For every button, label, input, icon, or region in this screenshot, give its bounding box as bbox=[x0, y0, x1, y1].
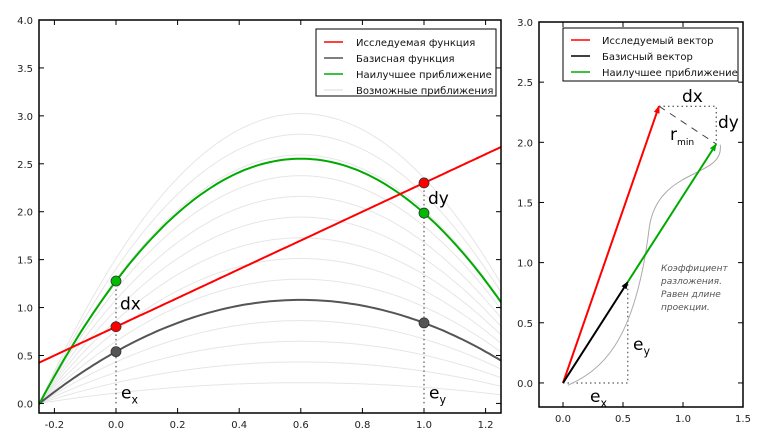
y-tick-label: 1.0 bbox=[17, 304, 33, 315]
legend-frame bbox=[315, 28, 497, 97]
annotation-ex-right: ex bbox=[590, 387, 607, 410]
y-tick-label: 2.0 bbox=[17, 208, 33, 219]
y-tick-label: 3.5 bbox=[17, 64, 33, 75]
data-point bbox=[418, 207, 430, 219]
legend-label: Наилучшее приближение bbox=[602, 68, 738, 79]
data-point bbox=[418, 317, 430, 329]
coefficient-brace bbox=[567, 144, 721, 386]
legend-left: Исследуемая функция Базисная функция Наилу… bbox=[315, 28, 497, 97]
rmin-dashed-line bbox=[658, 105, 717, 145]
annotation-ex-sub: x bbox=[131, 394, 138, 407]
legend-label: Наилучшее приближение bbox=[356, 70, 492, 81]
data-point bbox=[418, 177, 430, 189]
possible-approximation-curve bbox=[39, 113, 501, 405]
x-tick-label: 0.6 bbox=[293, 420, 309, 431]
x-tick-label: 1.2 bbox=[478, 420, 494, 431]
axes-frame bbox=[38, 19, 502, 414]
dx-dy-guide bbox=[659, 105, 717, 144]
possible-approximation-curve bbox=[39, 195, 501, 405]
annotation-rmin: rmin bbox=[670, 125, 694, 148]
y-tick-label: 0.0 bbox=[517, 379, 533, 390]
coefficient-note-line: проекции. bbox=[661, 303, 710, 313]
annotation-ey-right-sub: y bbox=[643, 345, 650, 358]
legend-label: Возможные приближения bbox=[356, 86, 493, 97]
data-point bbox=[110, 346, 122, 358]
annotation-ey-sub: y bbox=[439, 394, 446, 407]
x-tick-label: 1.5 bbox=[735, 414, 751, 425]
y-tick-label: 1.5 bbox=[17, 256, 33, 267]
annotation-dy-right: dy bbox=[718, 113, 739, 133]
annotation-ex-main: e bbox=[121, 384, 131, 404]
vector-arrow bbox=[562, 105, 660, 384]
coefficient-note-line: Коэффициент bbox=[661, 264, 728, 274]
annotation-ey: ey bbox=[429, 384, 446, 407]
x-tick-label: 0.0 bbox=[108, 420, 124, 431]
x-tick-label: 0.0 bbox=[555, 414, 571, 425]
possible-approximation-curve bbox=[39, 237, 501, 405]
coefficient-note-line: разложения. bbox=[660, 277, 722, 287]
legend-label: Базисная функция bbox=[356, 54, 455, 65]
y-tick-label: 2.0 bbox=[517, 138, 533, 149]
data-point bbox=[110, 321, 122, 333]
y-tick-label: 1.0 bbox=[517, 259, 533, 270]
annotation-rmin-sub: min bbox=[677, 138, 694, 148]
x-tick-label: 0.5 bbox=[615, 414, 631, 425]
coefficient-note-line: Равен длине bbox=[661, 290, 721, 300]
possible-approximation-curve bbox=[39, 278, 501, 405]
y-tick-label: 3.0 bbox=[17, 112, 33, 123]
y-tick-label: 1.5 bbox=[517, 198, 533, 209]
legend-label: Исследуемая функция bbox=[356, 38, 475, 49]
legend-label: Базисный вектор bbox=[602, 52, 693, 63]
y-tick-label: 4.0 bbox=[17, 16, 33, 27]
plot-area-1 bbox=[562, 105, 721, 386]
data-point bbox=[110, 275, 122, 287]
possible-approximation-curve bbox=[39, 133, 501, 405]
y-tick-label: 2.5 bbox=[17, 160, 33, 171]
x-tick-label: 1.0 bbox=[675, 414, 691, 425]
x-tick-label: -0.2 bbox=[45, 420, 65, 431]
plot-0: -0.2 0.0 0.2 0.4 0.6 0.8 1.0 1.2 0.0 0.5 1.0 1.5 2.0… bbox=[17, 16, 502, 431]
annotation-ey-right-main: e bbox=[633, 335, 643, 355]
legend-frame bbox=[562, 27, 739, 82]
plot-area-0 bbox=[39, 113, 501, 405]
annotation-ex-right-main: e bbox=[590, 387, 600, 407]
possible-approximation-curve bbox=[39, 340, 501, 405]
x-tick-label: 1.0 bbox=[416, 420, 432, 431]
y-tick-label: 2.5 bbox=[517, 78, 533, 89]
y-tick-label: 0.5 bbox=[517, 319, 533, 330]
y-tick-label: 0.0 bbox=[17, 399, 33, 410]
x-tick-label: 0.2 bbox=[170, 420, 186, 431]
legend-label: Исследуемый вектор bbox=[602, 36, 714, 47]
annotation-rmin-main: r bbox=[670, 125, 677, 145]
annotation-dy: dy bbox=[428, 189, 449, 209]
annotation-ey-right: ey bbox=[633, 335, 650, 358]
x-tick-label: 0.4 bbox=[231, 420, 247, 431]
plot-1: 0.0 0.5 1.0 1.5 0.0 0.5 1.0 1.5 2.0 2.5 3.0 bbox=[517, 18, 751, 425]
annotation-dx: dx bbox=[120, 294, 141, 314]
legend-right: Исследуемый вектор Базисный вектор Наилучш… bbox=[562, 27, 739, 82]
x-tick-label: 0.8 bbox=[354, 420, 370, 431]
annotation-ex: ex bbox=[121, 384, 138, 407]
y-tick-label: 3.0 bbox=[517, 18, 533, 29]
annotation-dx-right: dx bbox=[682, 87, 703, 107]
y-tick-label: 0.5 bbox=[17, 351, 33, 362]
annotation-ey-main: e bbox=[429, 384, 439, 404]
vector-arrow bbox=[626, 143, 718, 283]
axes-frame bbox=[538, 21, 744, 408]
target-function-line bbox=[39, 146, 501, 364]
vector-arrow bbox=[562, 281, 629, 384]
annotation-ex-right-sub: x bbox=[600, 397, 607, 410]
